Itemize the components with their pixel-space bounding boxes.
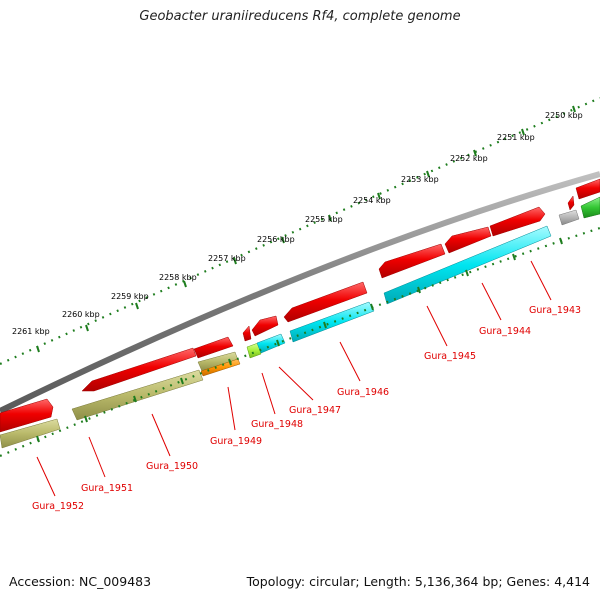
kbp-label: 2256 kbp <box>257 235 295 244</box>
leader-line <box>227 386 236 431</box>
cds-arrow[interactable] <box>251 315 279 337</box>
gene-leaders <box>36 260 552 497</box>
leader-line <box>151 413 171 457</box>
cds-gray[interactable] <box>558 209 580 226</box>
kbp-tick <box>521 128 525 136</box>
cds-cyan[interactable] <box>383 225 552 305</box>
gene-label[interactable]: Gura_1945 <box>424 351 476 362</box>
inner-tick <box>133 395 137 403</box>
kbp-label: 2251 kbp <box>497 133 535 142</box>
cds-cyan[interactable] <box>289 301 375 343</box>
leader-line <box>278 366 314 401</box>
inner-tick <box>465 269 469 277</box>
cds-arrow[interactable] <box>378 243 446 279</box>
kbp-tick <box>473 149 477 157</box>
cds-olive[interactable] <box>0 418 61 449</box>
inner-tick <box>180 377 184 385</box>
gene-label[interactable]: Gura_1949 <box>210 436 262 447</box>
map-title: Geobacter uraniireducens Rf4, complete g… <box>139 9 461 24</box>
forward-cds-track <box>0 178 600 433</box>
genome-backbone <box>0 171 600 414</box>
cds-arrow[interactable] <box>283 281 368 323</box>
leader-line <box>339 341 361 382</box>
kbp-label: 2261 kbp <box>12 327 50 336</box>
kbp-tick <box>426 170 430 178</box>
kbp-tick <box>135 302 139 310</box>
gene-label[interactable]: Gura_1952 <box>32 501 84 512</box>
inner-tick <box>559 237 563 245</box>
gene-label[interactable]: Gura_1943 <box>529 305 581 316</box>
cds-arrow[interactable] <box>193 336 234 359</box>
cds-green[interactable] <box>580 196 600 219</box>
kbp-tick <box>233 257 237 265</box>
gene-label[interactable]: Gura_1947 <box>289 405 341 416</box>
cds-arrow[interactable] <box>242 325 252 342</box>
kbp-label: 2250 kbp <box>545 111 583 120</box>
kbp-label: 2257 kbp <box>208 254 246 263</box>
kbp-tick <box>328 214 332 222</box>
gene-label[interactable]: Gura_1951 <box>81 483 133 494</box>
kbp-tick <box>377 192 381 200</box>
gene-label[interactable]: Gura_1944 <box>479 326 531 337</box>
kbp-tick <box>281 236 285 244</box>
leader-line <box>426 305 448 347</box>
kbp-tick <box>183 280 187 288</box>
kbp-label: 2253 kbp <box>401 175 439 184</box>
inner-tick <box>276 339 280 347</box>
leader-line <box>530 260 552 301</box>
leader-line <box>88 436 106 478</box>
kbp-tick <box>85 324 89 332</box>
kbp-label: 2252 kbp <box>450 154 488 163</box>
gene-label[interactable]: Gura_1946 <box>337 387 389 398</box>
inner-tick <box>84 415 88 423</box>
gene-label[interactable]: Gura_1948 <box>251 419 303 430</box>
cds-arrow[interactable] <box>489 206 546 237</box>
inner-tick <box>323 321 327 329</box>
cds-olive[interactable] <box>71 369 204 421</box>
reverse-cds-track <box>0 196 600 449</box>
inner-tick <box>370 303 374 311</box>
cds-arrow[interactable] <box>81 347 197 392</box>
cds-arrow[interactable] <box>0 398 54 433</box>
inner-tick <box>512 253 516 261</box>
kbp-tick <box>572 105 576 113</box>
kbp-label: 2254 kbp <box>353 196 391 205</box>
kbp-label: 2258 kbp <box>159 273 197 282</box>
inner-tick <box>417 286 421 294</box>
accession-text: Accession: NC_009483 <box>9 574 152 589</box>
cds-arrow[interactable] <box>444 226 492 254</box>
leader-line <box>481 282 502 321</box>
kbp-scale-ring <box>0 96 600 366</box>
leader-line <box>261 372 276 415</box>
kbp-label: 2255 kbp <box>305 215 343 224</box>
cds-lime[interactable] <box>246 342 262 359</box>
kbp-label: 2259 kbp <box>111 292 149 301</box>
topology-text: Topology: circular; Length: 5,136,364 bp… <box>246 574 590 589</box>
inner-tick-ring <box>0 226 600 458</box>
inner-major-ticks <box>36 237 563 443</box>
leader-line <box>36 456 56 497</box>
inner-tick <box>228 358 232 366</box>
kbp-tick <box>36 345 40 353</box>
kbp-label: 2260 kbp <box>62 310 100 319</box>
kbp-major-ticks <box>36 105 576 353</box>
inner-tick <box>36 435 40 443</box>
cds-arrow[interactable] <box>575 178 600 200</box>
cds-arrow[interactable] <box>567 195 575 211</box>
gene-label[interactable]: Gura_1950 <box>146 461 198 472</box>
